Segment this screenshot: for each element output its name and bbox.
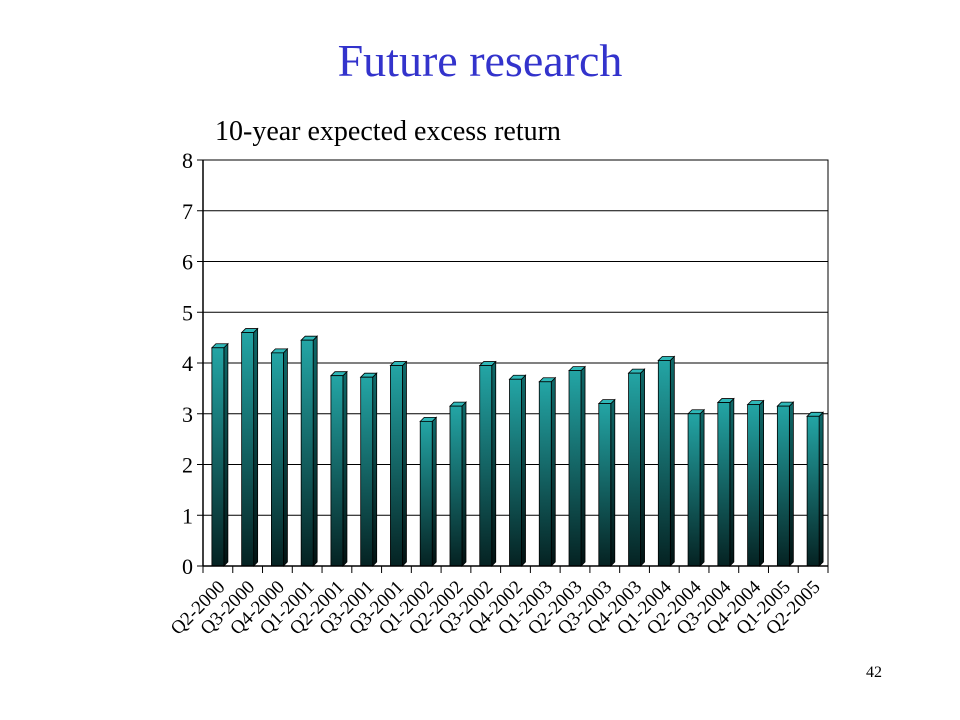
bar [806,411,825,567]
y-tick-label: 6 [182,250,193,275]
axes [197,159,829,573]
bar-side [521,374,526,567]
bar-front [598,403,612,567]
bar-front [538,381,552,567]
bar-side [372,372,378,567]
bar [329,370,348,567]
chart-title: 10-year expected excess return [215,116,561,147]
bar-front [568,370,582,567]
bar [389,360,408,567]
bar-side [699,408,705,567]
page-number: 42 [866,664,882,681]
bar-side [283,347,288,567]
bar-front [628,372,641,567]
bar-side [402,360,407,567]
bar-side [788,401,794,567]
bar-front [271,352,284,567]
y-tick-label: 7 [182,199,193,224]
slide-title: Future research [337,35,623,86]
bar-side [461,401,467,567]
bar [716,397,735,567]
bar-front [717,402,731,567]
bar [746,399,765,567]
bar-side [759,399,764,567]
bar-side [729,397,735,567]
bar-side [610,398,616,567]
bar [449,401,467,567]
bar [627,368,646,567]
bar [359,372,378,567]
bar-front [211,347,225,567]
y-tick-label: 1 [182,503,193,528]
bar [568,365,586,567]
bar [657,355,676,567]
bar-front [241,332,255,567]
bar-side [223,342,229,567]
bar [419,416,438,567]
y-tick-label: 4 [182,351,193,376]
y-tick-label: 3 [182,402,193,427]
bar-side [491,360,497,567]
bar [270,347,289,567]
bar-front [776,405,790,567]
bar-side [580,365,586,567]
bar [776,401,795,567]
bar [508,374,527,567]
bar-front [360,376,374,567]
bar [240,327,259,567]
bar-side [312,335,318,567]
bar-side [253,327,259,567]
bar-side [640,368,645,567]
bars [210,327,825,567]
bar-front [449,405,463,567]
bar-front [479,365,493,567]
y-tick-label: 2 [182,453,193,478]
bar [597,398,616,567]
bar [687,408,706,567]
bar [478,360,497,567]
bar-front [687,413,701,567]
y-tick-label: 8 [182,148,193,173]
bar-side [431,416,437,567]
bar-front [509,378,522,567]
bar-front [419,420,433,567]
bar [300,335,319,567]
bar-front [300,339,314,567]
bar-side [818,411,824,567]
y-tick-label: 5 [182,300,193,325]
y-tick-label: 0 [182,554,193,579]
bar-side [669,355,675,567]
bar-front [747,404,760,567]
bar-front [390,365,403,567]
bar-front [806,415,820,567]
bar [538,376,557,567]
bar-front [657,360,671,567]
bar [210,342,229,567]
bar-side [342,370,348,567]
bar-front [330,375,344,567]
bar-side [550,376,556,567]
